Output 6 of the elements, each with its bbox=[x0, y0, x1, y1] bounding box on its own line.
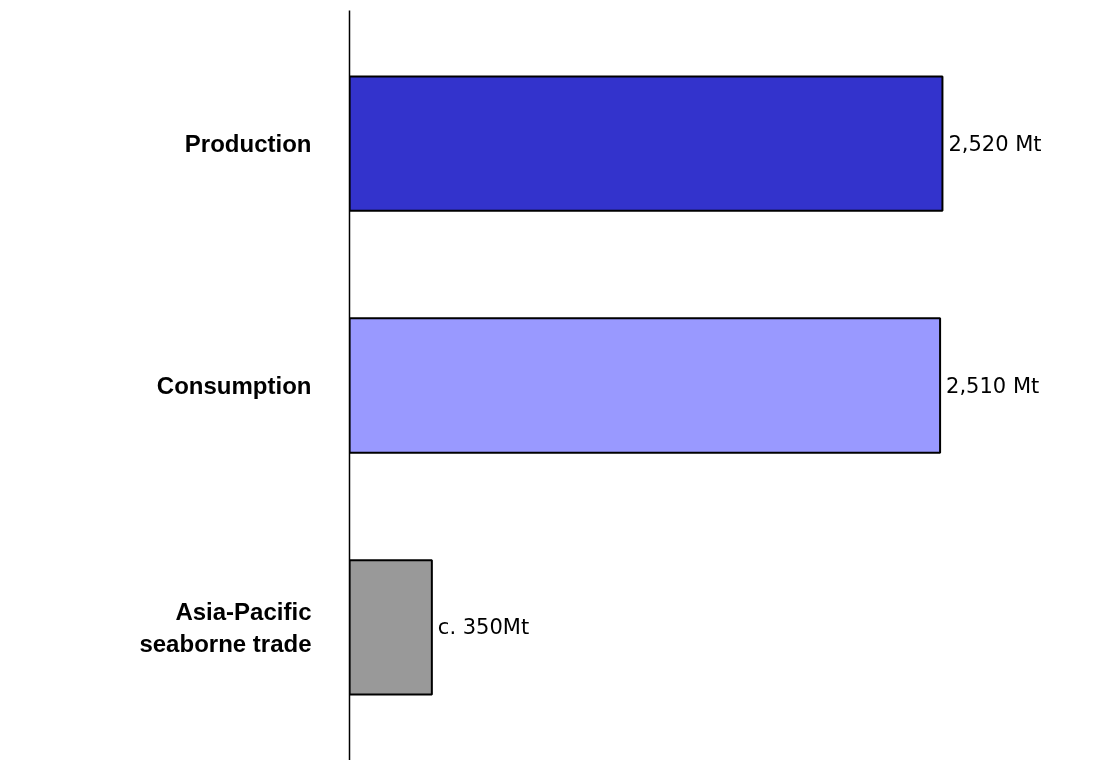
y-tick-label: Production bbox=[184, 130, 312, 158]
data-label: c. 350Mt bbox=[437, 615, 530, 640]
y-tick-label: Consumption bbox=[156, 372, 312, 399]
data-label: 2,510 Mt bbox=[946, 373, 1040, 398]
data-label: 2,520 Mt bbox=[948, 131, 1042, 156]
y-tick-label: Asia-Pacific seaborne trade bbox=[139, 597, 312, 658]
